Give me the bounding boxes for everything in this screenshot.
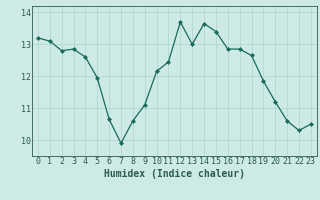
X-axis label: Humidex (Indice chaleur): Humidex (Indice chaleur)	[104, 169, 245, 179]
